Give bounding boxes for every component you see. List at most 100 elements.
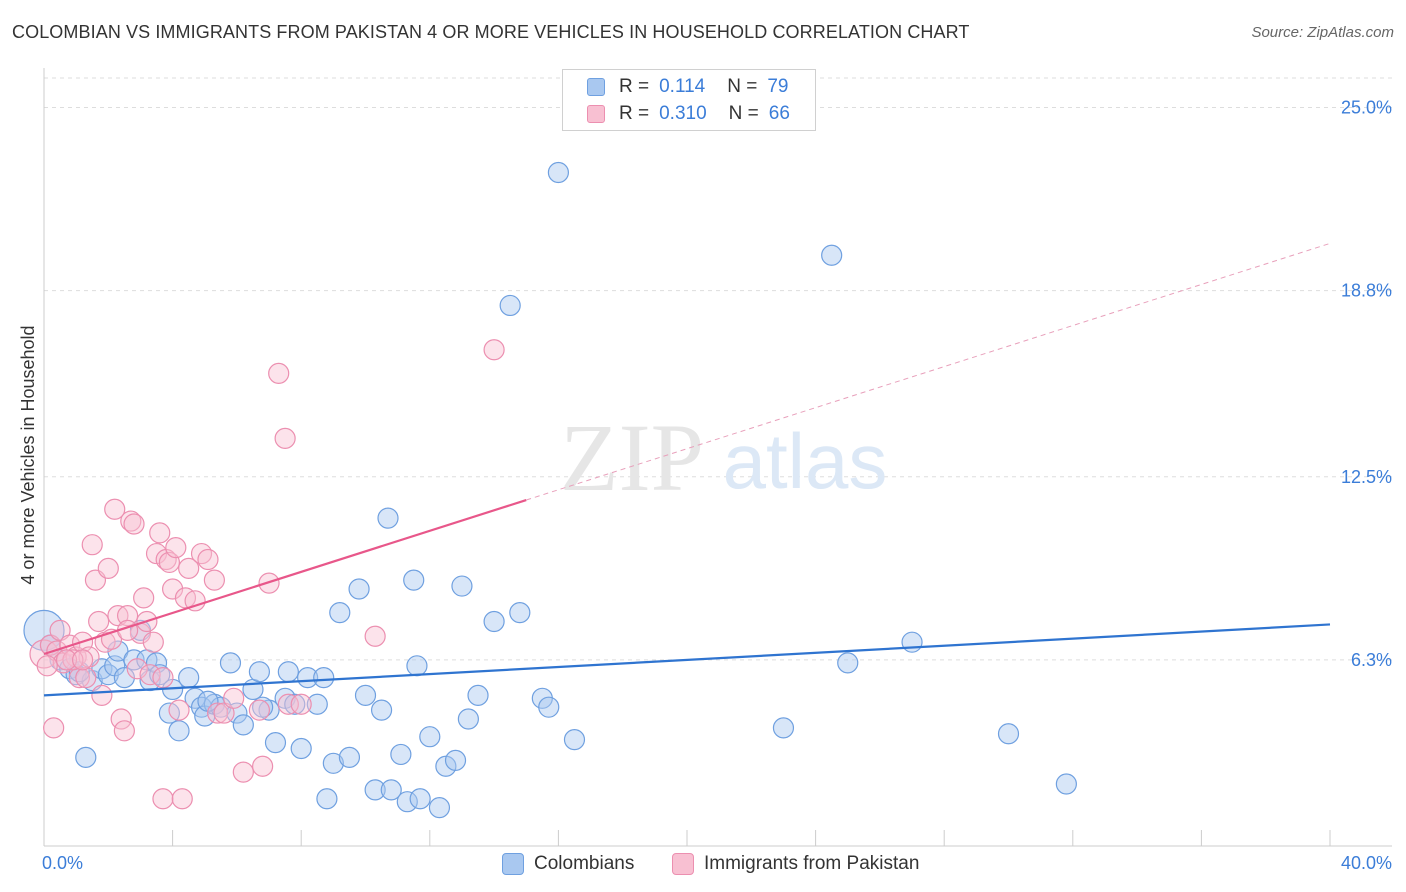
colombian-point: [396, 791, 418, 813]
colombian-point: [277, 661, 299, 683]
pakistan-point: [142, 631, 164, 653]
pakistan-point: [232, 761, 254, 783]
colombian-trend-line: [43, 623, 1331, 697]
pakistan-point: [207, 702, 229, 724]
legend-row-colombians: R = 0.114 N = 79: [587, 75, 789, 99]
colombian-point: [313, 667, 335, 689]
colombian-point: [538, 696, 560, 718]
pakistan-point: [133, 587, 155, 609]
stats-legend: R = 0.114 N = 79 R = 0.310 N = 66: [562, 69, 816, 131]
pakistan-point: [171, 788, 193, 810]
pakistan-point: [223, 687, 245, 709]
trend-lines: [43, 242, 1331, 697]
y-tick-label: 18.8%: [1341, 281, 1392, 301]
pakistan-point: [203, 569, 225, 591]
colombian-point: [457, 708, 479, 730]
pakistan-point: [364, 625, 386, 647]
colombian-point: [284, 693, 306, 715]
colombian-point: [406, 655, 428, 677]
pakistan-point: [97, 557, 119, 579]
colombian-point: [390, 743, 412, 766]
colombian-point: [252, 696, 274, 718]
y-tick-label: 25.0%: [1341, 98, 1392, 118]
pakistan-point: [152, 667, 174, 689]
pakistan-point: [268, 362, 290, 384]
colombian-point: [210, 696, 232, 718]
pakistan-point: [104, 498, 126, 520]
colombian-point: [428, 796, 451, 819]
tick-labels: 6.3% 12.5% 18.8% 25.0% 0.0% 40.0%: [42, 98, 1392, 873]
colombian-point: [338, 746, 361, 768]
colombian-point: [997, 723, 1020, 745]
colombian-point: [354, 684, 377, 706]
data-points: [23, 161, 1077, 819]
axes: [43, 68, 1392, 847]
x-tick-label: 40.0%: [1341, 853, 1392, 873]
pakistan-point: [75, 667, 97, 689]
colombian-point: [370, 699, 393, 721]
pakistan-trend-extension: [526, 242, 1331, 501]
pakistan-point: [149, 522, 171, 544]
colombian-point: [901, 631, 923, 653]
pakistan-point: [162, 578, 184, 600]
colombian-point: [290, 737, 312, 760]
pakistan-point: [290, 693, 312, 715]
colombian-point: [563, 729, 586, 751]
colombian-point: [107, 640, 129, 662]
pakistan-point: [152, 788, 174, 810]
pakistan-point: [213, 702, 235, 724]
legend-r-label: R =: [619, 76, 650, 97]
colombian-point: [297, 667, 319, 689]
pakistan-point: [248, 699, 271, 721]
legend-n-value: 79: [767, 76, 789, 97]
pakistan-point: [139, 664, 161, 686]
legend-n-label: N =: [727, 76, 758, 97]
watermark-atlas: atlas: [723, 417, 888, 505]
colombian-point: [1055, 773, 1077, 795]
colombian-point: [178, 667, 200, 689]
colombian-point: [403, 569, 425, 591]
colombian-point: [377, 507, 399, 529]
colombian-point: [821, 244, 843, 266]
colombian-point: [451, 575, 473, 597]
colombian-point: [23, 609, 65, 651]
colombian-point: [364, 779, 386, 801]
gridlines: [44, 77, 1392, 661]
colombian-point: [316, 788, 338, 810]
pakistan-point: [168, 699, 190, 721]
x-tick-label: 0.0%: [42, 853, 83, 873]
colombian-point: [264, 732, 287, 754]
colombian-point: [772, 717, 795, 739]
colombian-point: [219, 652, 242, 674]
pakistan-point: [36, 655, 58, 677]
pakistan-point: [81, 534, 103, 556]
pakistan-point: [123, 513, 145, 535]
colombian-point: [113, 667, 135, 689]
pakistan-point: [277, 693, 299, 715]
pakistan-point: [110, 708, 132, 730]
pakistan-point: [88, 610, 110, 633]
pakistan-point: [71, 649, 94, 671]
colombian-point: [348, 578, 370, 600]
colombian-point: [483, 610, 505, 633]
pakistan-point: [49, 619, 71, 641]
pakistan-point: [184, 590, 206, 612]
colombian-point: [419, 726, 441, 748]
watermark: ZIP atlas: [560, 404, 887, 511]
colombian-point: [168, 720, 190, 742]
colombian-point: [190, 696, 213, 718]
pakistan-point: [55, 649, 78, 671]
pakistan-point: [252, 755, 274, 777]
colombian-point: [509, 602, 531, 624]
legend-swatch-pakistan: [587, 105, 605, 123]
y-tick-label: 12.5%: [1341, 467, 1392, 487]
colombian-point: [75, 746, 97, 768]
legend-swatch-colombians: [587, 78, 605, 96]
bottom-legend-pakistan: Immigrants from Pakistan: [672, 852, 919, 876]
pakistan-point: [91, 684, 113, 706]
colombian-point: [547, 161, 570, 184]
colombian-point: [499, 294, 521, 317]
legend-r-value: 0.310: [659, 103, 707, 124]
source-label: Source: ZipAtlas.com: [1251, 24, 1394, 41]
